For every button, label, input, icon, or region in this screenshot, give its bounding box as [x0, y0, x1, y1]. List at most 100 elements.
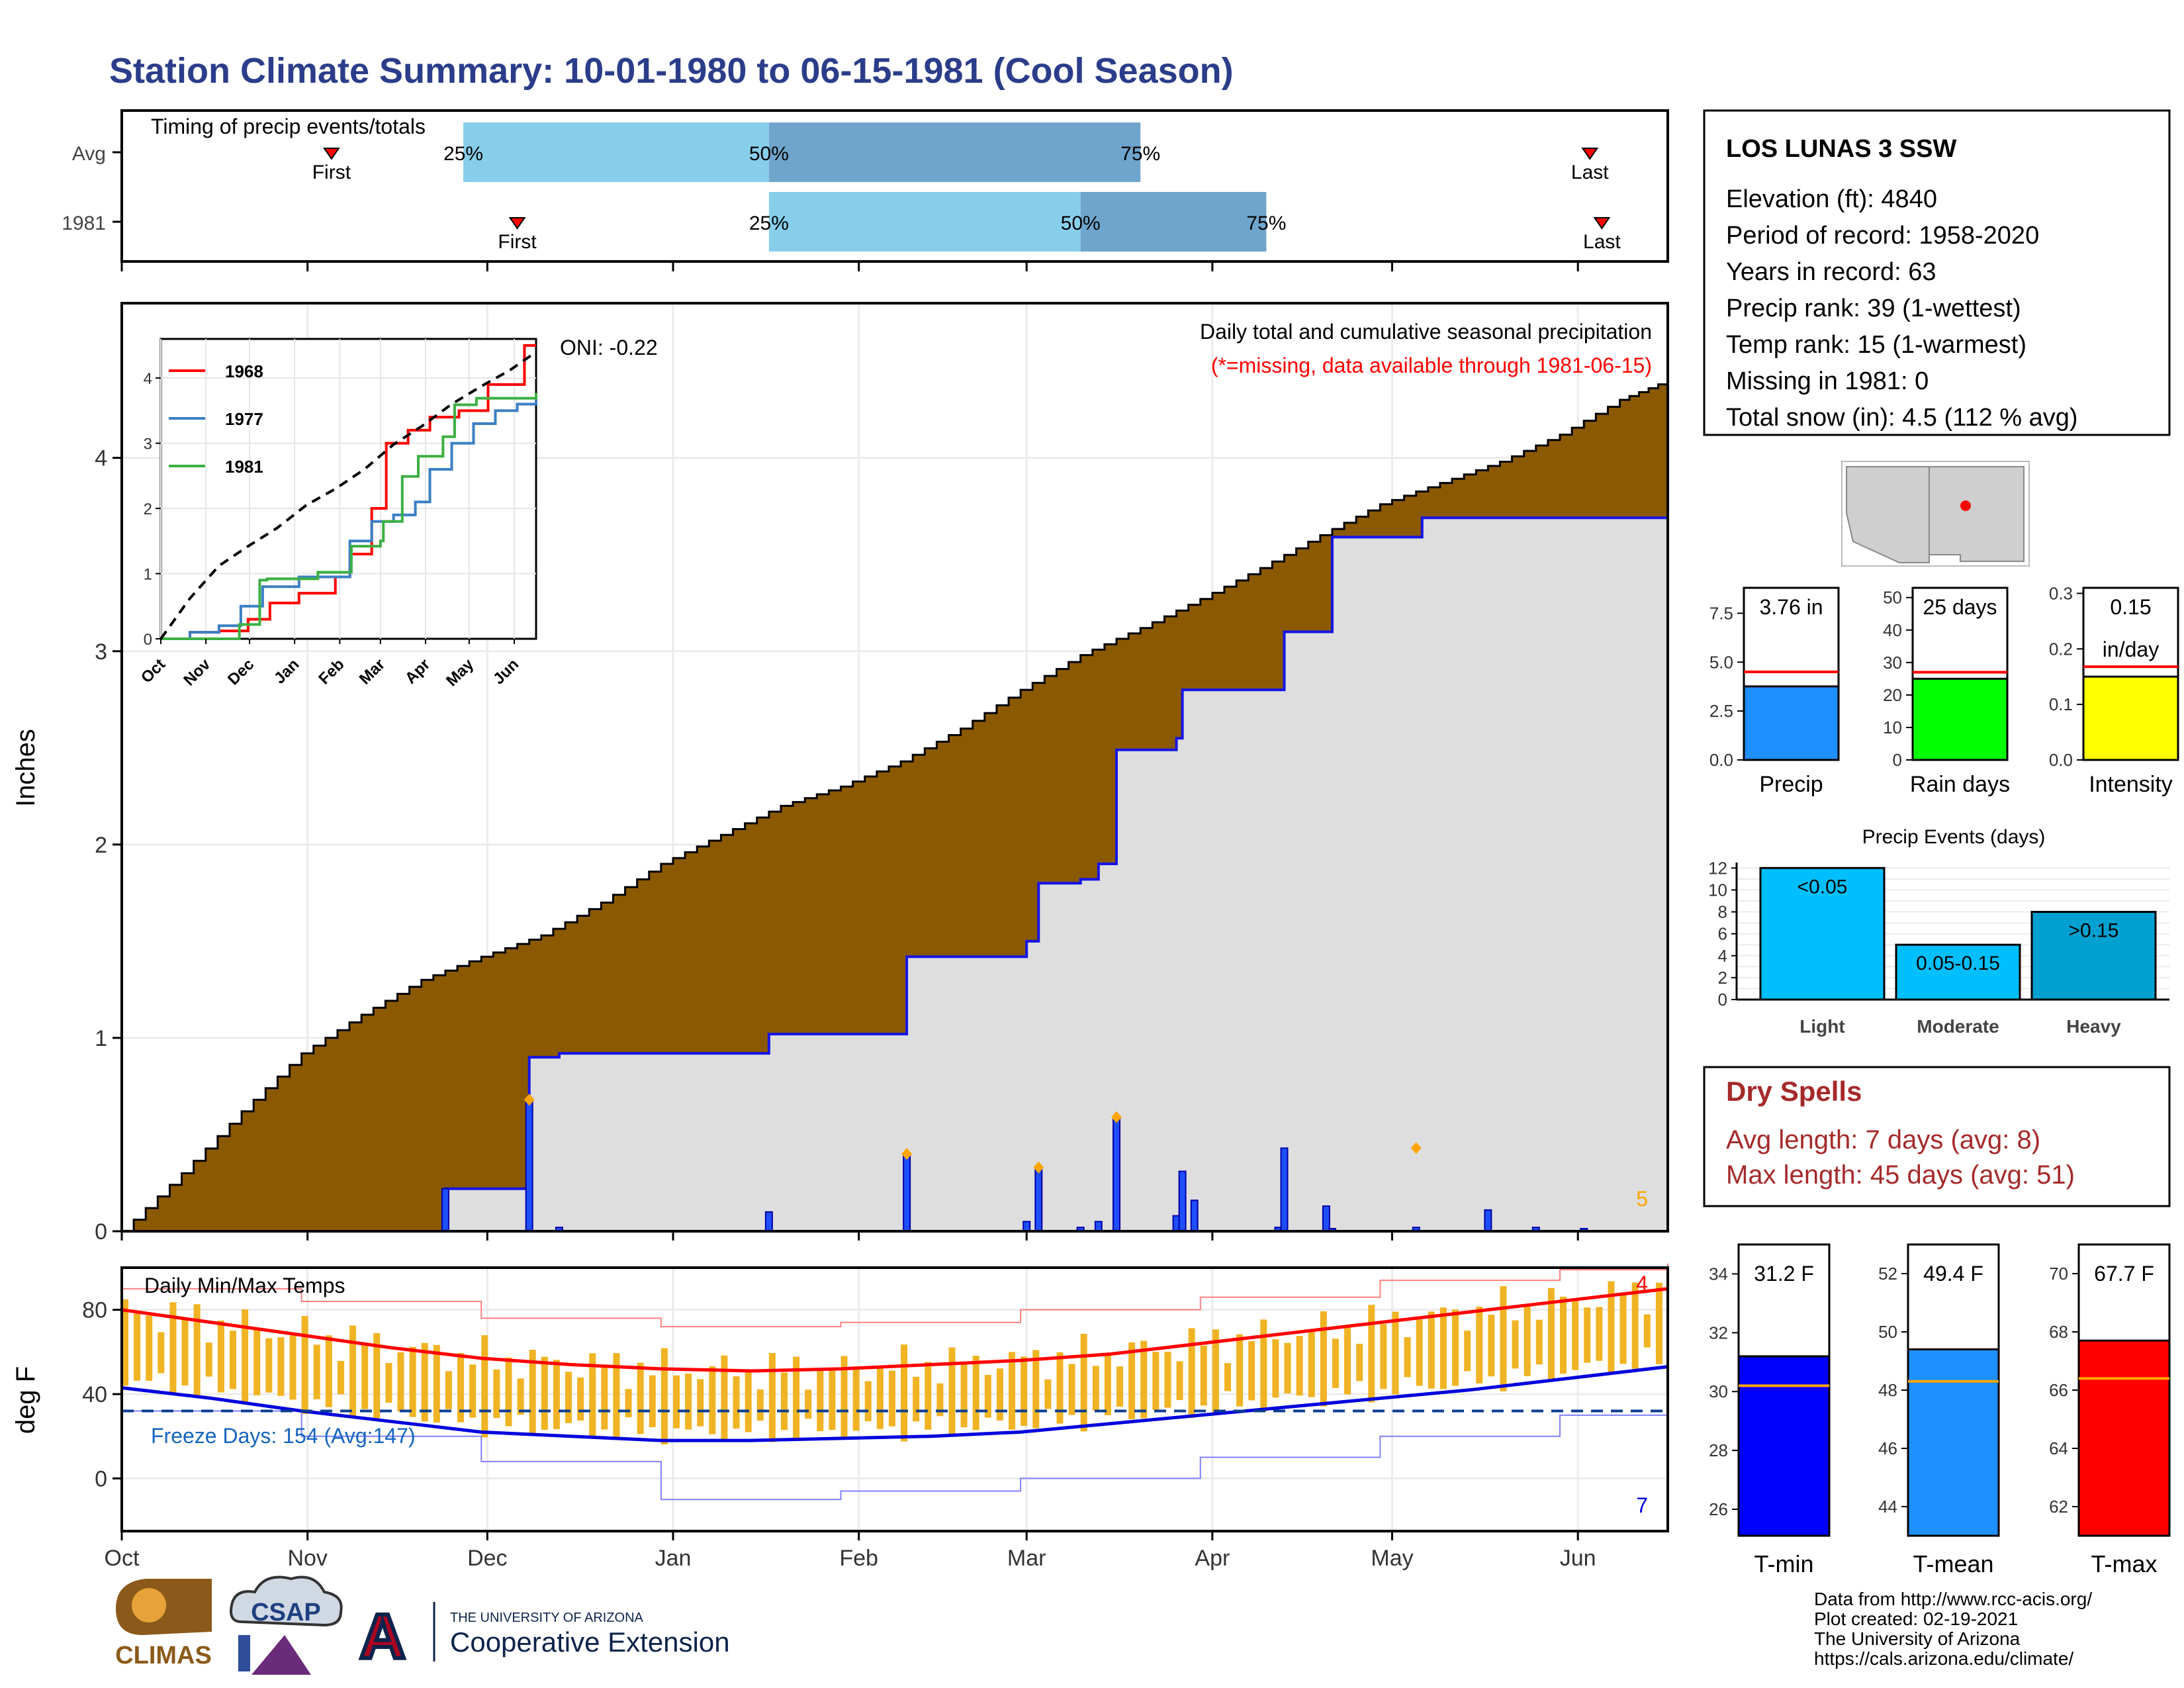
- precip-corner-count: 5: [1636, 1187, 1648, 1211]
- temp-daily-bar: [1128, 1342, 1136, 1419]
- intensity-value-label: 0.15: [2110, 595, 2151, 619]
- temp-daily-bar: [1619, 1294, 1627, 1364]
- intensity-y-tick-label: 0.3: [2049, 583, 2073, 603]
- intensity-value-unit: in/day: [2103, 637, 2159, 661]
- temp-y-tick-label: 80: [82, 1298, 107, 1323]
- timing-panel: Timing of precip events/totals Avg 25% 50%…: [62, 109, 1669, 271]
- daily-precip-marker: [523, 1094, 535, 1106]
- footer-credits: Data from http://www.rcc-acis.org/ Plot …: [1814, 1589, 2092, 1669]
- csap-rain-icon: [238, 1635, 250, 1671]
- temp-daily-bar: [1596, 1307, 1603, 1361]
- timing-q25-label: 25%: [749, 212, 789, 234]
- inset-legend-label: 1977: [225, 409, 263, 429]
- temp-daily-bar: [565, 1372, 572, 1423]
- events-bar-moderate: [1895, 943, 2021, 1001]
- timing-row-label: Avg: [72, 143, 106, 165]
- month-x-tick-label: Oct: [105, 1546, 140, 1571]
- rain-days-y-tick-label: 20: [1883, 685, 1902, 705]
- inset-line-avg: [159, 351, 537, 640]
- temp-daily-bar: [577, 1377, 584, 1421]
- record-min-line: [122, 1398, 1668, 1501]
- events-bar-heavy: [2030, 911, 2157, 1001]
- temperature-summary-bars: 31.2 F T-min 26 28 30 32 34 49.4 F T-mean 44 46 48 5…: [1709, 1243, 2171, 1577]
- temp-daily-bar: [493, 1369, 500, 1419]
- precip-y-tick-label: 2.5: [1709, 701, 1733, 721]
- csap-logo-text: CSAP: [251, 1599, 321, 1626]
- precip-y-tick-label: 4: [95, 446, 107, 471]
- daily-precip-bar: [1484, 1209, 1492, 1233]
- temp-daily-bar: [469, 1364, 477, 1418]
- temp-daily-bar: [1284, 1342, 1291, 1393]
- station-snow: Total snow (in): 4.5 (112 % avg): [1726, 404, 2078, 432]
- temp-daily-bar: [169, 1302, 177, 1394]
- inset-y-tick-label: 1: [144, 566, 152, 584]
- season-cumulative-area: [122, 502, 1669, 1233]
- temp-daily-bar: [361, 1344, 369, 1409]
- temp-daily-bar: [829, 1369, 836, 1430]
- record-max-line: [122, 1263, 1668, 1328]
- events-bar-label: 0.05-0.15: [1916, 953, 2000, 974]
- temp-daily-bar: [1428, 1311, 1435, 1389]
- tmean-label: T-mean: [1913, 1550, 1993, 1577]
- temp-daily-bar: [589, 1353, 596, 1436]
- ua-logo: A THE UNIVERSITY OF ARIZONA Cooperative …: [357, 1599, 729, 1674]
- temp-daily-bar: [1140, 1340, 1148, 1419]
- temp-daily-bar: [1464, 1331, 1471, 1372]
- climas-logo-text: CLIMAS: [115, 1642, 212, 1669]
- timing-first-label: First: [312, 162, 351, 183]
- temp-daily-bar: [733, 1376, 740, 1429]
- temp-daily-bar: [313, 1344, 320, 1399]
- month-x-axis: Oct Nov Dec Jan Feb Mar Apr May Jun: [105, 1531, 1596, 1571]
- temp-daily-bar: [936, 1383, 944, 1417]
- events-category-label: Light: [1799, 1016, 1844, 1037]
- station-missing: Missing in 1981: 0: [1726, 367, 1929, 395]
- timing-q75-label: 75%: [1246, 212, 1286, 234]
- temp-daily-bar: [445, 1371, 452, 1409]
- tmin-y-tick-label: 30: [1709, 1382, 1728, 1401]
- precip-y-tick-label: 7.5: [1709, 603, 1733, 623]
- temp-daily-bar: [780, 1372, 788, 1430]
- daily-precip-marker: [1033, 1161, 1044, 1174]
- station-temp-rank: Temp rank: 15 (1-warmest): [1726, 331, 2026, 359]
- tmax-y-tick-label: 68: [2049, 1322, 2068, 1342]
- events-y-tick-label: 2: [1718, 968, 1727, 988]
- temp-daily-bar: [1104, 1355, 1111, 1416]
- tmean-y-tick-label: 48: [1878, 1380, 1897, 1400]
- temp-daily-bar: [1296, 1336, 1303, 1396]
- temp-daily-bar: [1152, 1352, 1160, 1410]
- csap-mountain-icon: [251, 1635, 311, 1675]
- temp-daily-bar: [349, 1325, 357, 1419]
- temp-count-min: 7: [1636, 1493, 1648, 1517]
- intensity-label: Intensity: [2089, 772, 2173, 797]
- locator-map: [1841, 461, 2030, 567]
- daily-precip-bar: [1280, 1147, 1289, 1233]
- temp-daily-bars: [122, 1281, 1662, 1445]
- temp-daily-bar: [805, 1389, 812, 1419]
- temp-daily-bar: [1080, 1333, 1087, 1432]
- temp-daily-bar: [289, 1335, 296, 1400]
- temp-daily-bar: [517, 1378, 524, 1415]
- precip-y-tick-label: 1: [95, 1026, 107, 1051]
- timing-first-triangle: [322, 148, 340, 160]
- temp-daily-bar: [1392, 1311, 1399, 1395]
- inset-frame: [159, 338, 537, 640]
- tmin-y-tick-label: 32: [1709, 1323, 1728, 1342]
- tmin-y-tick-label: 34: [1709, 1264, 1728, 1284]
- precip-legend-line2: (*=missing, data available through 1981-…: [1211, 353, 1652, 377]
- inset-line-1981: [161, 393, 537, 640]
- temp-daily-bar: [960, 1362, 968, 1428]
- temp-daily-bar: [253, 1329, 261, 1395]
- temp-y-axis: 0 40 80: [82, 1298, 122, 1491]
- temp-daily-bar: [709, 1366, 716, 1434]
- temp-y-tick-label: 40: [82, 1382, 107, 1407]
- tmin-label: T-min: [1754, 1550, 1814, 1577]
- tmax-y-tick-label: 70: [2049, 1264, 2068, 1284]
- temp-daily-bar: [1452, 1309, 1459, 1386]
- temp-daily-bar: [373, 1333, 381, 1419]
- tmean-bar: [1907, 1348, 2000, 1537]
- temp-daily-bar: [1032, 1350, 1040, 1429]
- temp-daily-bar: [1068, 1364, 1075, 1415]
- tmax-y-tick-label: 62: [2049, 1497, 2068, 1517]
- temp-daily-bar: [193, 1304, 201, 1397]
- temp-daily-bar: [1212, 1329, 1219, 1413]
